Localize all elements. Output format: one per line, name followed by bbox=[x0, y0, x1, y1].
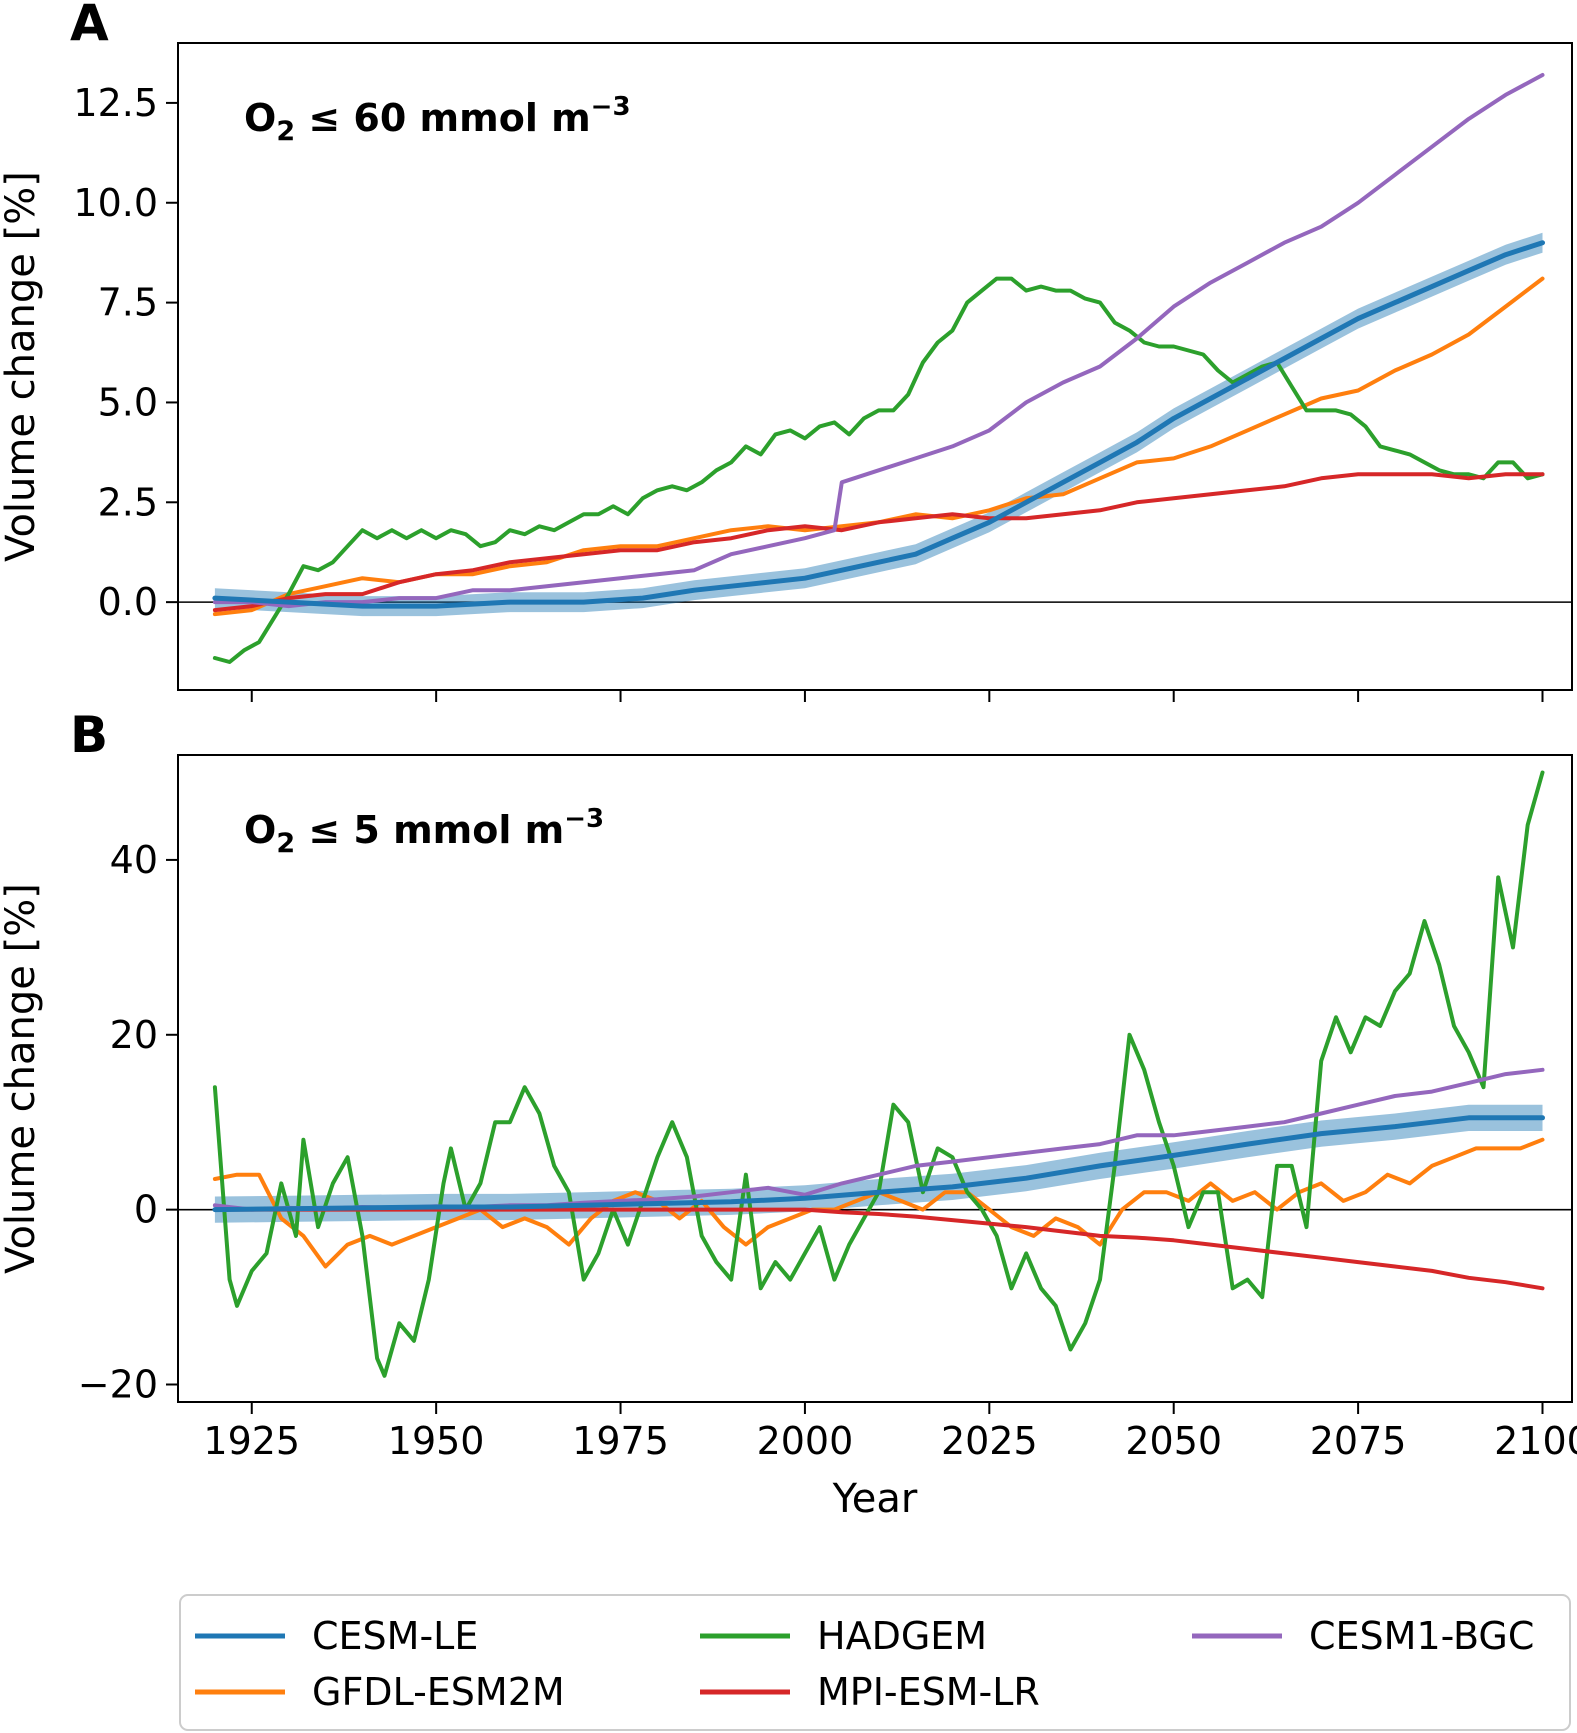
y-tick-label: 0.0 bbox=[98, 580, 158, 624]
series-line-cesm-le bbox=[212, 1115, 1545, 1213]
legend-label-cesm1-bgc: CESM1-BGC bbox=[1309, 1614, 1534, 1658]
legend-label-cesm-le: CESM-LE bbox=[312, 1614, 478, 1658]
series-line-mpi-esm-lr bbox=[212, 472, 1545, 613]
y-tick-label: 40 bbox=[110, 838, 158, 882]
legend-label-mpi-esm-lr: MPI-ESM-LR bbox=[817, 1670, 1040, 1714]
x-tick-label: 2025 bbox=[941, 1419, 1038, 1463]
series-line-hadgem bbox=[212, 276, 1545, 664]
threshold-annotation: O2 ≤ 5 mmol m−3 bbox=[244, 804, 604, 859]
legend-label-hadgem: HADGEM bbox=[817, 1614, 987, 1658]
x-tick-label: 1925 bbox=[203, 1419, 300, 1463]
y-tick-label: 0 bbox=[134, 1188, 158, 1232]
band-cesm-le bbox=[214, 1104, 1543, 1223]
legend-box bbox=[179, 1594, 1571, 1731]
y-tick-label: 5.0 bbox=[98, 380, 158, 424]
y-axis-label: Volume change [%] bbox=[0, 171, 44, 562]
plot-area bbox=[212, 73, 1545, 664]
legend-label-gfdl-esm2m: GFDL-ESM2M bbox=[312, 1670, 565, 1714]
x-tick-label: 1975 bbox=[572, 1419, 669, 1463]
y-tick-label: 10.0 bbox=[73, 181, 158, 225]
y-tick-label: 12.5 bbox=[73, 81, 158, 125]
y-axis-label: Volume change [%] bbox=[0, 883, 44, 1274]
y-tick-label: −20 bbox=[78, 1363, 158, 1407]
axes-frame bbox=[177, 42, 1573, 691]
x-tick-label: 2075 bbox=[1310, 1419, 1407, 1463]
series-line-cesm-le bbox=[212, 240, 1545, 609]
x-tick-label: 2050 bbox=[1125, 1419, 1222, 1463]
panel-letter: A bbox=[70, 0, 109, 52]
y-tick-label: 2.5 bbox=[98, 480, 158, 524]
threshold-annotation: O2 ≤ 60 mmol m−3 bbox=[244, 92, 631, 147]
series-line-hadgem bbox=[212, 770, 1545, 1378]
x-tick-label: 1950 bbox=[388, 1419, 485, 1463]
band-cesm-le bbox=[214, 232, 1543, 617]
x-axis-label: Year bbox=[832, 1476, 918, 1522]
panel-b: B 1925 1950 1975 2000 2025 2050 2075 2100 −20 0 20 4… bbox=[0, 706, 1577, 1522]
legend: CESM-LE GFDL-ESM2M HADGEM MPI-ESM-LR CESM1-B… bbox=[179, 1594, 1571, 1731]
panel-letter: B bbox=[70, 706, 108, 764]
plot-area bbox=[212, 770, 1545, 1378]
y-tick-label: 20 bbox=[110, 1013, 158, 1057]
panel-a: A 0.0 2.5 5.0 7.5 10.0 12.5 Volume change [%] O2… bbox=[0, 0, 1573, 702]
x-tick-label: 2100 bbox=[1494, 1419, 1577, 1463]
y-tick-label: 7.5 bbox=[98, 281, 158, 325]
axes-frame bbox=[177, 754, 1573, 1403]
series-line-mpi-esm-lr bbox=[212, 1207, 1545, 1291]
x-tick-label: 2000 bbox=[757, 1419, 854, 1463]
series-line-cesm1-bgc bbox=[212, 73, 1545, 609]
